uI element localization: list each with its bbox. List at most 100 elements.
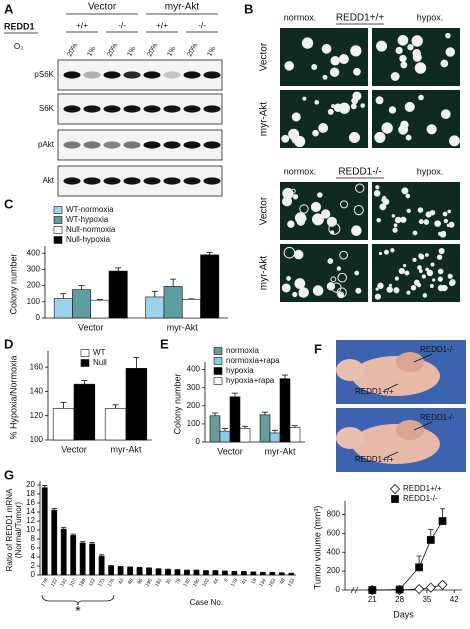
- x-tick-label: 176: [107, 577, 116, 587]
- bar: [136, 567, 143, 576]
- colony: [374, 131, 386, 143]
- colony: [426, 269, 434, 277]
- colony: [441, 284, 448, 292]
- blot-band: [203, 177, 221, 185]
- colony: [438, 247, 445, 255]
- bar: [73, 383, 96, 441]
- marker: [426, 536, 435, 544]
- colony: [429, 284, 434, 289]
- colony-photo: [372, 90, 460, 148]
- colony: [299, 204, 309, 214]
- colony: [440, 109, 451, 120]
- bar: [127, 567, 133, 576]
- colony: [291, 188, 296, 194]
- marker: [415, 563, 424, 572]
- colony: [393, 223, 398, 228]
- x-tick-label: 112: [88, 577, 97, 587]
- colony: [406, 290, 411, 295]
- x-tick-label: 131: [59, 577, 68, 587]
- colony: [446, 223, 451, 228]
- y-tick-label: 200: [27, 281, 41, 290]
- condition-label: normox.: [284, 12, 317, 22]
- colony: [338, 54, 349, 65]
- colony: [388, 283, 393, 287]
- bar: [289, 427, 301, 443]
- colony: [405, 193, 411, 199]
- oxygen-level: 20%: [146, 42, 159, 58]
- colony: [286, 276, 291, 281]
- colony: [406, 208, 411, 214]
- legend-swatch: [213, 357, 223, 365]
- legend-label: hypoxia: [226, 366, 254, 375]
- tumor: [396, 352, 424, 372]
- mouse-label: REDD1+/+: [355, 387, 394, 396]
- colony: [327, 258, 334, 264]
- blot-band: [183, 141, 201, 149]
- blot-band: [183, 71, 201, 79]
- x-tick-label: 19: [250, 577, 258, 585]
- colony: [447, 209, 451, 214]
- y-tick-label: 6: [31, 543, 36, 552]
- colony: [379, 203, 387, 211]
- mouse-label: REDD1+/+: [355, 455, 394, 464]
- colony: [281, 283, 291, 293]
- genotype: -/-: [118, 21, 126, 30]
- genotype: -/-: [198, 21, 206, 30]
- panel-letter: E: [160, 336, 169, 351]
- blot-band: [83, 71, 101, 79]
- bar: [239, 428, 251, 443]
- colony: [394, 276, 399, 281]
- colony: [351, 225, 362, 236]
- x-axis-label: Case No.: [190, 598, 223, 607]
- colony: [322, 74, 328, 80]
- x-tick-label: 44: [212, 577, 220, 585]
- bar: [269, 432, 281, 443]
- blot-band: [143, 177, 161, 185]
- colony: [355, 183, 365, 193]
- marker: [414, 583, 425, 595]
- colony: [382, 198, 390, 206]
- blot-band: [123, 141, 141, 149]
- x-tick-label: 178: [230, 577, 239, 587]
- x-tick-label: 163: [268, 577, 277, 587]
- colony: [353, 205, 364, 216]
- bar: [221, 571, 228, 576]
- colony: [417, 265, 422, 270]
- y-tick-label: 20: [26, 480, 35, 489]
- bar: [146, 567, 152, 576]
- colony: [384, 249, 389, 255]
- oxygen-level: 20%: [66, 42, 79, 58]
- legend-label: REDD1-/-: [403, 494, 438, 503]
- axis-break: [350, 586, 355, 594]
- colony: [337, 272, 348, 283]
- genotype-title: REDD1+/+: [336, 13, 385, 24]
- legend-label: Null: [93, 358, 107, 367]
- bar: [219, 430, 231, 443]
- bar: [163, 286, 183, 319]
- colony: [436, 254, 443, 260]
- y-tick-label: 300: [27, 265, 41, 274]
- y-tick-label: 18: [26, 489, 35, 498]
- y-axis-label: % Hypoxia/Normoxia: [8, 355, 18, 439]
- legend-swatch: [213, 367, 223, 375]
- y-tick-label: 10: [26, 525, 35, 534]
- bar: [212, 570, 219, 576]
- colony: [350, 45, 362, 57]
- arrow: [413, 421, 433, 431]
- x-tick-label: 190: [192, 577, 201, 587]
- legend-swatch: [53, 216, 63, 224]
- colony: [394, 289, 399, 294]
- mouse-head: [336, 427, 364, 449]
- bar: [79, 542, 86, 576]
- legend-label: WT-hypoxia: [66, 215, 109, 224]
- x-tick-label: 48: [279, 577, 287, 585]
- colony: [418, 253, 425, 260]
- bar: [98, 555, 105, 576]
- bar: [288, 573, 295, 576]
- colony: [445, 32, 451, 39]
- colony: [422, 293, 428, 298]
- colony: [400, 61, 408, 69]
- y-tick-label: 140: [30, 387, 44, 396]
- colony: [298, 287, 309, 298]
- bar: [51, 509, 58, 576]
